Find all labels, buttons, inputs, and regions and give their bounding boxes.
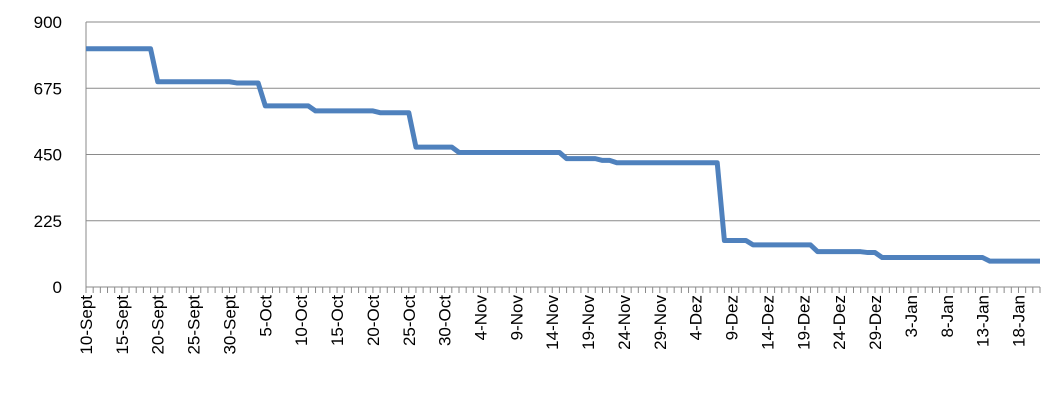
x-tick-label-0: 10-Sept [77,295,96,355]
x-tick-label-24: 8-Jan [938,295,957,338]
x-tick-label-23: 3-Jan [902,295,921,338]
x-tick-label-15: 24-Nov [615,295,634,350]
series-layer [86,46,1040,264]
x-tick-label-16: 29-Nov [651,295,670,350]
x-tick-label-7: 15-Oct [328,295,347,346]
axes [85,22,1041,293]
x-tick-label-6: 10-Oct [292,295,311,346]
x-tick-labels: 10-Sept 15-Sept 20-Sept 25-Sept 30-Sept 5-Oct… [77,295,1028,355]
y-tick-label-900: 900 [34,13,62,32]
x-tick-label-9: 25-Oct [400,295,419,346]
y-tick-labels: 0 225 450 675 900 [34,13,62,297]
x-tick-label-21: 24-Dez [830,295,849,350]
x-tick-label-4: 30-Sept [220,295,239,355]
x-tick-label-25: 13-Jan [974,295,993,347]
x-tick-label-22: 29-Dez [866,295,885,350]
x-tick-label-3: 25-Sept [185,295,204,355]
x-tick-label-19: 14-Dez [758,295,777,350]
x-tick-label-14: 19-Nov [579,295,598,350]
x-tick-label-10: 30-Oct [436,295,455,346]
x-tick-label-13: 14-Nov [543,295,562,350]
x-tick-label-2: 20-Sept [149,295,168,355]
x-tick-label-11: 4-Nov [472,295,491,341]
y-tick-label-675: 675 [34,79,62,98]
x-tick-label-1: 15-Sept [113,295,132,355]
x-tick-label-17: 4-Dez [687,295,706,340]
x-tick-label-5: 5-Oct [256,295,275,337]
x-tick-label-8: 20-Oct [364,295,383,346]
series-line-0 [86,46,1040,264]
y-tick-label-0: 0 [53,278,62,297]
y-tick-label-450: 450 [34,146,62,165]
x-tick-label-20: 19-Dez [794,295,813,350]
y-tick-label-225: 225 [34,212,62,231]
gridlines [86,21,1040,222]
x-tick-label-26: 18-Jan [1009,295,1028,347]
x-tick-label-12: 9-Nov [507,295,526,341]
x-tick-label-18: 9-Dez [723,295,742,340]
